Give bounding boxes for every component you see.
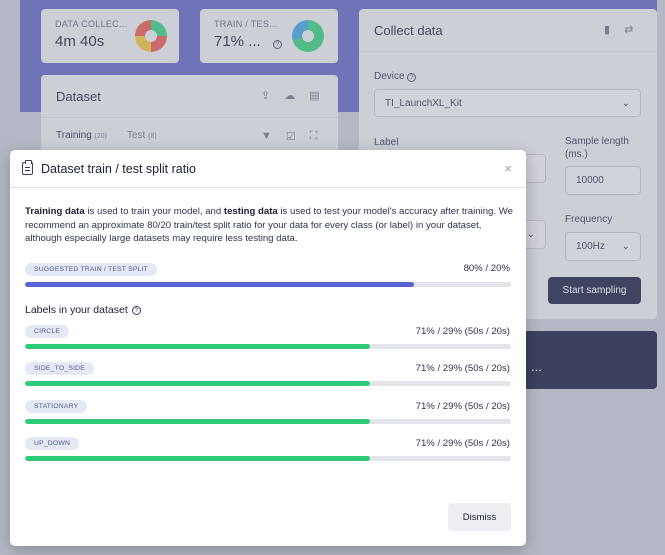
device-select[interactable]: TI_LaunchXL_Kit ⌄ bbox=[374, 89, 641, 117]
sample-length-label: Sample length (ms.) bbox=[565, 136, 629, 160]
label-pill: SIDE_TO_SIDE bbox=[25, 362, 95, 375]
suggested-split-bar bbox=[25, 282, 511, 287]
modal-header: Dataset train / test split ratio × bbox=[10, 150, 526, 188]
help-icon[interactable]: ? bbox=[407, 73, 417, 82]
stat-card-train-test: TRAIN / TES... 71% ... ? bbox=[200, 9, 338, 63]
frequency-select[interactable]: 100Hz ⌄ bbox=[565, 232, 641, 261]
chevron-down-icon: ⌄ bbox=[526, 229, 535, 240]
tab-training-label: Training bbox=[56, 130, 92, 141]
frequency-value: 100Hz bbox=[576, 241, 605, 252]
stat-label: DATA COLLEC... bbox=[55, 19, 128, 29]
divider bbox=[41, 117, 338, 118]
labels-title-text: Labels in your dataset bbox=[25, 304, 128, 316]
desc-text: is used to train your model, and bbox=[84, 206, 224, 217]
usb-icon[interactable]: ⇄ bbox=[624, 24, 634, 36]
tab-test[interactable]: Test (8) bbox=[127, 130, 157, 141]
label-ratio: 71% / 29% (50s / 20s) bbox=[415, 438, 510, 449]
close-icon[interactable]: × bbox=[504, 161, 512, 176]
label-ratio: 71% / 29% (50s / 20s) bbox=[415, 326, 510, 337]
label-pill: STATIONARY bbox=[25, 400, 88, 413]
device-select-value: TI_LaunchXL_Kit bbox=[385, 97, 462, 109]
tab-training[interactable]: Training (20) bbox=[56, 130, 107, 141]
label-bar-fill bbox=[25, 419, 371, 424]
stat-value: 4m 40s bbox=[55, 33, 105, 50]
label-bar bbox=[25, 344, 511, 349]
modal-description: Training data is used to train your mode… bbox=[25, 205, 515, 246]
dismiss-button[interactable]: Dismiss bbox=[448, 503, 511, 531]
help-icon[interactable]: ? bbox=[131, 305, 141, 315]
label-bar bbox=[25, 419, 511, 424]
label-bar bbox=[25, 381, 511, 386]
test-count: (8) bbox=[148, 133, 157, 140]
device-label: Device ? bbox=[374, 71, 417, 82]
label-pill: UP_DOWN bbox=[25, 437, 80, 450]
label-pill: CIRCLE bbox=[25, 325, 70, 338]
cloud-icon[interactable]: ☁ bbox=[284, 90, 296, 102]
start-sampling-button[interactable]: Start sampling bbox=[548, 277, 641, 304]
frequency-label: Frequency bbox=[565, 214, 613, 225]
labels-title: Labels in your dataset? bbox=[25, 304, 141, 316]
stat-card-data-collected: DATA COLLEC... 4m 40s bbox=[41, 9, 179, 63]
label-ratio: 71% / 29% (50s / 20s) bbox=[415, 401, 510, 412]
model-card: ... bbox=[505, 331, 657, 389]
device-icon[interactable]: ▮ bbox=[604, 24, 611, 36]
stat-value: 71% ... ? bbox=[214, 33, 324, 50]
label-label: Label bbox=[374, 137, 399, 148]
label-bar-fill bbox=[25, 344, 371, 349]
collect-data-title: Collect data bbox=[374, 23, 443, 38]
label-bar-fill bbox=[25, 456, 371, 461]
stat-value-text: 71% ... bbox=[214, 33, 261, 50]
desc-bold-training: Training data bbox=[25, 206, 85, 217]
model-card-text: ... bbox=[531, 359, 542, 374]
modal-title: Dataset train / test split ratio bbox=[41, 161, 196, 176]
clipboard-icon bbox=[22, 160, 33, 175]
label-bar-fill bbox=[25, 381, 371, 386]
label-ratio: 71% / 29% (50s / 20s) bbox=[415, 363, 510, 374]
suggested-split-bar-fill bbox=[25, 282, 414, 287]
train-test-donut-icon bbox=[292, 20, 324, 52]
suggested-split-ratio: 80% / 20% bbox=[463, 263, 510, 274]
dataset-card: Dataset ⇪ ☁ ▤ Training (20) Test (8) ▼ ☑… bbox=[41, 75, 338, 155]
device-label-text: Device bbox=[374, 71, 405, 82]
desc-bold-testing: testing data bbox=[223, 206, 278, 217]
tab-test-label: Test bbox=[127, 130, 146, 141]
help-icon[interactable]: ? bbox=[272, 40, 282, 49]
split-ratio-modal: Dataset train / test split ratio × Train… bbox=[10, 150, 526, 546]
select-icon[interactable]: ☑ bbox=[285, 131, 296, 143]
filter-icon[interactable]: ▼ bbox=[261, 130, 272, 142]
file-icon[interactable]: ▤ bbox=[309, 90, 320, 102]
divider bbox=[359, 51, 657, 52]
chevron-down-icon: ⌄ bbox=[621, 241, 630, 252]
training-count: (20) bbox=[94, 133, 107, 140]
expand-icon[interactable]: ⛶ bbox=[309, 130, 318, 142]
label-bar bbox=[25, 456, 511, 461]
data-collected-donut-icon bbox=[135, 20, 167, 52]
dataset-title: Dataset bbox=[56, 89, 101, 104]
chevron-down-icon: ⌄ bbox=[621, 97, 630, 109]
stat-label: TRAIN / TES... bbox=[214, 19, 278, 29]
suggested-split-pill: SUGGESTED TRAIN / TEST SPLIT bbox=[25, 263, 157, 276]
sample-length-value: 10000 bbox=[576, 175, 604, 186]
upload-icon[interactable]: ⇪ bbox=[261, 90, 271, 102]
desc-text-rest: is used to test your model's accuracy af… bbox=[25, 206, 513, 244]
sample-length-input[interactable]: 10000 bbox=[565, 166, 641, 195]
